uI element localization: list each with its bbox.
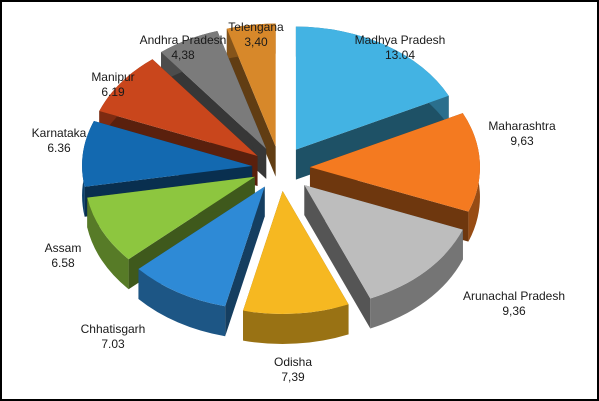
pie-slice-arunachal-pradesh (304, 185, 463, 299)
slice-value-karnataka: 6.36 (47, 141, 71, 155)
slice-label-karnataka: Karnataka (32, 126, 87, 140)
slice-outer-wall-assam (87, 197, 129, 290)
slice-label-odisha: Odisha (274, 355, 312, 369)
slice-label-arunachal-pradesh: Arunachal Pradesh (463, 289, 565, 303)
slice-label-assam: Assam (45, 241, 82, 255)
slice-value-odisha: 7,39 (281, 370, 305, 384)
slice-value-assam: 6.58 (51, 256, 75, 270)
slice-label-manipur: Manipur (91, 70, 134, 84)
pie-tops (82, 23, 480, 314)
pie-slice-maharashtra (309, 113, 480, 212)
pie-slice-chhatisgarh (138, 186, 265, 307)
slice-value-andhra-pradesh: 4,38 (171, 48, 195, 62)
slice-label-madhya-pradesh: Madhya Pradesh (355, 33, 446, 47)
slice-outer-wall-chhatisgarh (138, 268, 226, 337)
pie-slice-assam (87, 176, 255, 260)
slice-label-telengana: Telengana (228, 20, 284, 34)
pie-slice-telengana (226, 23, 276, 147)
slice-label-maharashtra: Maharashtra (488, 119, 556, 133)
pie-slice-manipur (99, 59, 258, 156)
pie-slice-odisha (243, 190, 349, 314)
slice-value-arunachal-pradesh: 9,36 (502, 304, 526, 318)
slice-outer-wall-arunachal-pradesh (370, 229, 463, 329)
slice-outer-wall-odisha (243, 304, 349, 344)
pie-slice-karnataka (82, 120, 253, 187)
slice-wall-arunachal-pradesh-end (304, 185, 371, 329)
slice-wall-chhatisgarh-start (225, 186, 265, 337)
slice-value-chhatisgarh: 7.03 (101, 337, 125, 351)
slice-label-andhra-pradesh: Andhra Pradesh (140, 33, 227, 47)
pie-slice-madhya-pradesh (295, 26, 449, 150)
slice-value-manipur: 6.19 (101, 85, 125, 99)
slice-wall-telengana-start (226, 28, 276, 177)
slice-value-madhya-pradesh: 13.04 (385, 48, 415, 62)
slice-value-telengana: 3,40 (244, 35, 268, 49)
slice-value-maharashtra: 9,63 (510, 134, 534, 148)
slice-label-chhatisgarh: Chhatisgarh (81, 322, 146, 336)
pie-slice-andhra-pradesh (161, 31, 267, 149)
